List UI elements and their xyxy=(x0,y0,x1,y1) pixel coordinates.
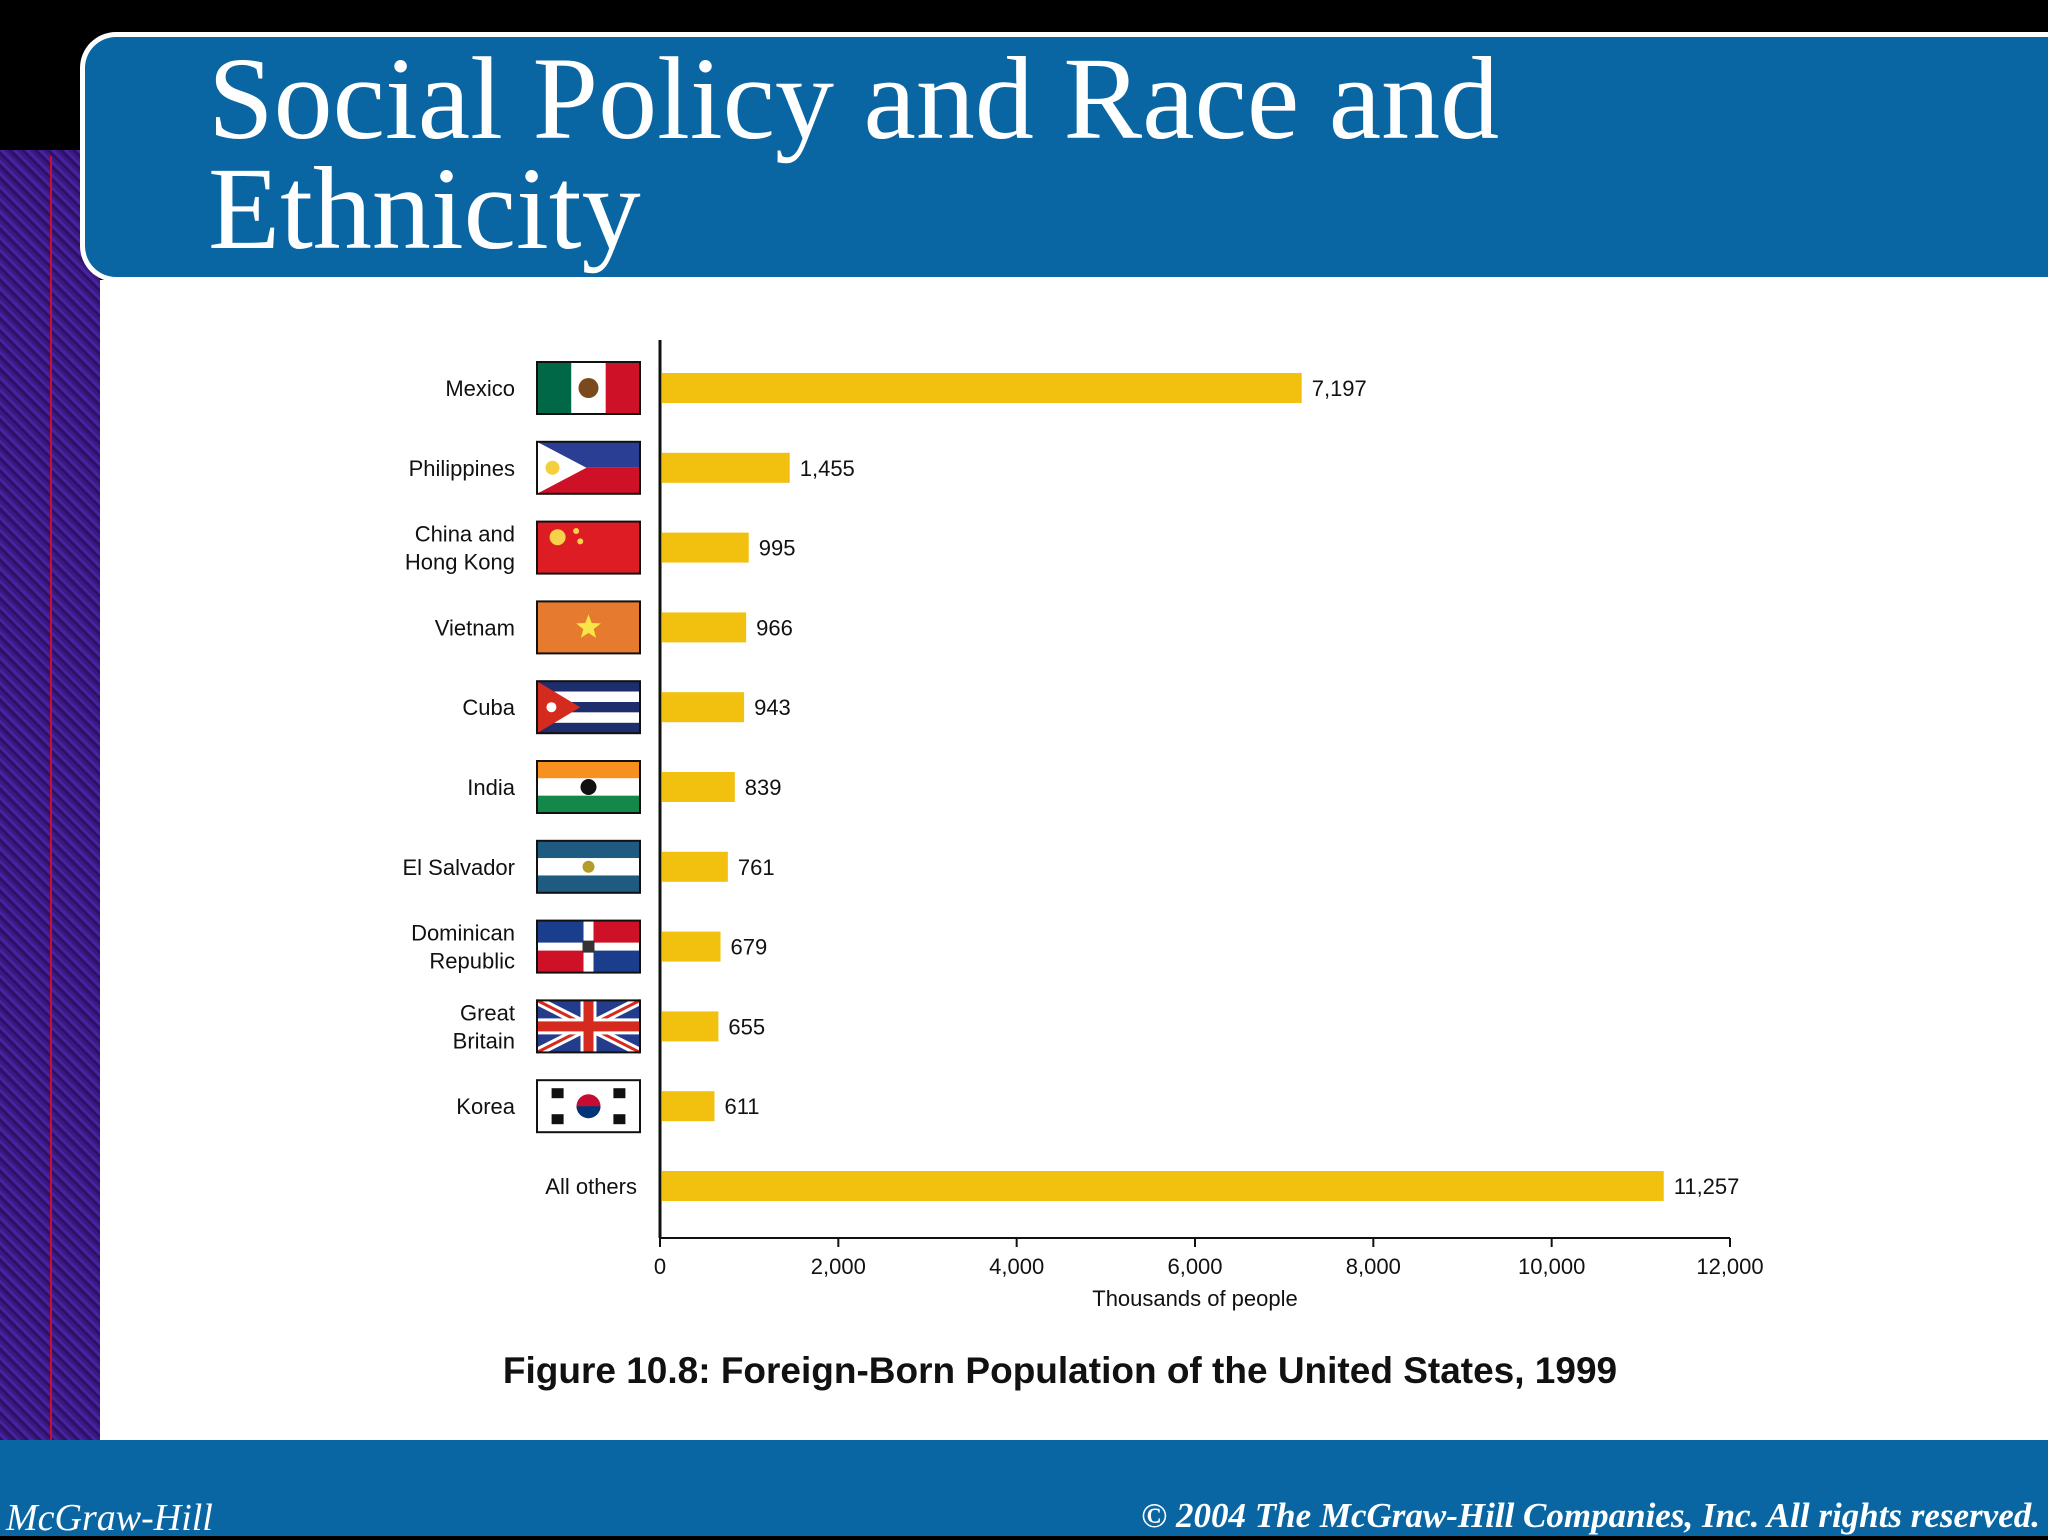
category-row: Mexico 7,197 xyxy=(445,361,1367,415)
category-label: Great xyxy=(460,1000,515,1025)
x-tick-label: 2,000 xyxy=(811,1254,866,1279)
category-label: Mexico xyxy=(445,376,515,401)
slide-title-line-1: Social Policy and Race and xyxy=(208,33,1500,164)
bar xyxy=(662,373,1302,403)
bar-value-label: 943 xyxy=(754,695,791,720)
x-tick-label: 6,000 xyxy=(1167,1254,1222,1279)
bar-value-label: 995 xyxy=(759,536,796,561)
x-tick-label: 0 xyxy=(654,1254,666,1279)
category-row: China and Hong Kong 995 xyxy=(405,520,796,575)
category-label: Dominican xyxy=(411,921,515,946)
bar xyxy=(662,772,735,802)
slide-title: Social Policy and Race and Ethnicity xyxy=(208,40,1908,268)
category-label: Cuba xyxy=(462,695,515,720)
category-row: Great Britain 655 xyxy=(453,996,765,1057)
category-label: All others xyxy=(545,1174,637,1199)
category-row: Cuba 943 xyxy=(462,680,791,735)
bar-value-label: 11,257 xyxy=(1674,1174,1740,1199)
x-tick-label: 12,000 xyxy=(1696,1254,1763,1279)
category-label: Republic xyxy=(429,949,515,974)
korea-flag-icon xyxy=(536,1079,641,1134)
category-row: Dominican Republic 679 xyxy=(411,919,768,974)
bar-value-label: 679 xyxy=(731,935,768,960)
category-label: Britain xyxy=(453,1028,515,1053)
category-row: All others 11,257 xyxy=(545,1171,1739,1201)
india-flag-icon xyxy=(536,760,641,814)
vietnam-flag-icon xyxy=(536,600,641,655)
philippines-flag-icon xyxy=(536,440,641,495)
bar-value-label: 1,455 xyxy=(800,456,855,481)
bar xyxy=(662,1011,719,1042)
x-tick-label: 10,000 xyxy=(1518,1254,1585,1279)
category-row: Korea 611 xyxy=(456,1079,760,1134)
category-label: El Salvador xyxy=(402,855,515,880)
footer-band xyxy=(0,1440,2048,1536)
bar-value-label: 966 xyxy=(756,615,793,640)
bar-value-label: 7,197 xyxy=(1312,376,1367,401)
copyright-notice: © 2004 The McGraw-Hill Companies, Inc. A… xyxy=(1141,1496,2040,1535)
category-label: Hong Kong xyxy=(405,550,515,575)
slide-title-line-2: Ethnicity xyxy=(208,143,641,274)
bar xyxy=(662,1091,715,1122)
category-label: Korea xyxy=(456,1094,515,1119)
dominican-republic-flag-icon xyxy=(536,919,641,974)
bar xyxy=(662,452,790,483)
bar xyxy=(662,692,745,723)
china-flag-icon xyxy=(536,520,641,575)
bar-chart: 0 2,000 4,000 6,000 8,000 10,000 12,000 Thousan… xyxy=(402,340,1764,1311)
decorative-red-rule-vertical xyxy=(50,156,52,1486)
category-label: India xyxy=(467,775,515,800)
el-salvador-flag-icon xyxy=(536,839,641,894)
great-britain-flag-icon xyxy=(534,996,643,1057)
bar xyxy=(662,931,721,962)
bar xyxy=(662,612,747,643)
title-band xyxy=(80,32,2048,282)
cuba-flag-icon xyxy=(536,680,641,735)
publisher-name: McGraw-Hill xyxy=(6,1497,213,1539)
category-row: El Salvador 761 xyxy=(402,839,775,894)
category-label: Philippines xyxy=(409,456,515,481)
bar xyxy=(662,532,749,563)
x-axis-label: Thousands of people xyxy=(1092,1286,1298,1311)
bar xyxy=(662,851,728,882)
mexico-flag-icon xyxy=(536,361,641,415)
category-label: Vietnam xyxy=(435,615,515,640)
figure-caption: Figure 10.8: Foreign-Born Population of … xyxy=(502,1350,1618,1391)
bar-value-label: 655 xyxy=(728,1014,765,1039)
category-row: Philippines 1,455 xyxy=(409,440,855,495)
category-label: China and xyxy=(415,522,515,547)
bar-value-label: 761 xyxy=(738,855,775,880)
category-row: India 839 xyxy=(467,760,782,814)
slide-content-area xyxy=(100,280,2048,1440)
category-row: Vietnam 966 xyxy=(435,600,793,655)
bar xyxy=(662,1171,1664,1201)
bar-value-label: 611 xyxy=(724,1094,759,1119)
bar-value-label: 839 xyxy=(745,775,782,800)
x-tick-label: 4,000 xyxy=(989,1254,1044,1279)
x-tick-label: 8,000 xyxy=(1346,1254,1401,1279)
